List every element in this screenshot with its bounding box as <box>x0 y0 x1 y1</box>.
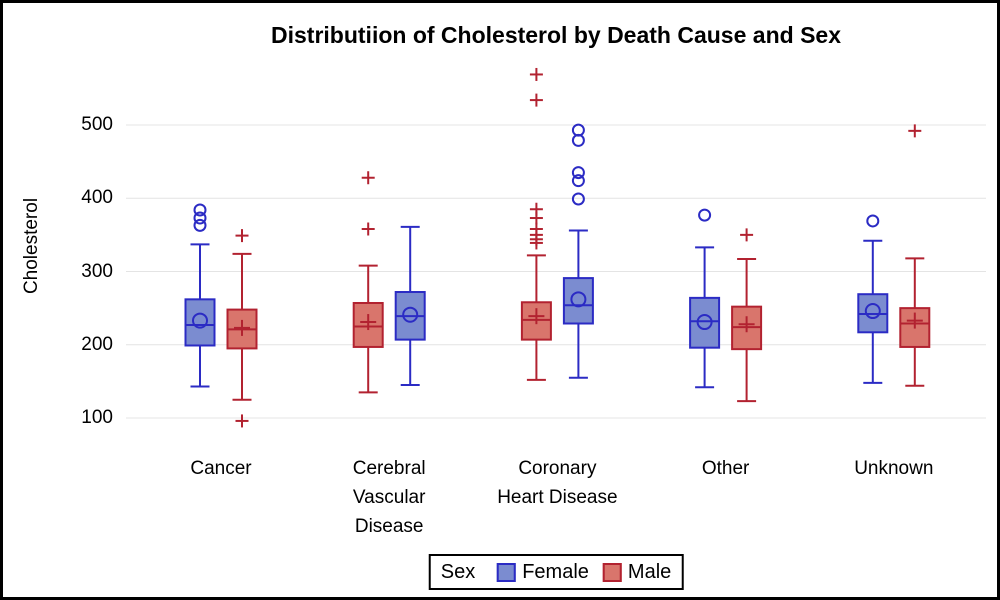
legend-title: Sex <box>440 560 476 583</box>
box-1-female-outlier <box>193 203 207 217</box>
box-4-female-outlier <box>698 208 712 222</box>
legend-label-female: Female <box>522 560 589 583</box>
boxplot-canvas <box>126 67 986 428</box>
box-5-female-mean-marker <box>864 303 881 320</box>
box-3-female-outlier <box>571 133 585 147</box>
box-2-female-mean-marker <box>402 306 419 323</box>
y-tick-label-300: 300 <box>81 260 113 282</box>
legend: Sex Female Male <box>428 554 684 590</box>
box-3-female-outlier <box>571 166 585 180</box>
chart-title: Distributiion of Cholesterol by Death Ca… <box>271 22 841 48</box>
x-category-label-1: Cancer <box>190 458 252 479</box>
box-1-female-mean-marker <box>192 312 208 329</box>
female-swatch-icon <box>497 562 517 582</box>
box-4-female <box>689 296 721 349</box>
male-swatch-icon <box>602 562 622 582</box>
box-3-female <box>562 277 594 325</box>
box-3-female-outlier <box>571 192 585 206</box>
x-category-label-2: Cerebral Vascular Disease <box>352 458 426 537</box>
box-1-female-outlier <box>193 218 207 232</box>
box-3-female-mean-marker <box>570 291 587 308</box>
x-category-label-3: Coronary Heart Disease <box>497 458 618 508</box>
box-3-female-outlier <box>571 174 585 188</box>
box-4-female-mean-marker <box>696 314 713 331</box>
box-1-female <box>184 298 216 347</box>
x-category-label-4: Other <box>701 458 750 479</box>
legend-entry-female: Female <box>497 561 589 584</box>
y-tick-label-200: 200 <box>81 333 113 355</box>
y-tick-label-500: 500 <box>81 114 113 135</box>
box-5-female-outlier <box>866 214 880 228</box>
legend-label-male: Male <box>627 560 672 583</box>
x-category-label-5: Unknown <box>854 458 934 479</box>
y-tick-label-100: 100 <box>81 407 113 428</box>
legend-entry-male: Male <box>602 560 672 584</box>
box-1-female-outlier <box>193 211 207 225</box>
y-tick-label-400: 400 <box>81 187 113 209</box>
